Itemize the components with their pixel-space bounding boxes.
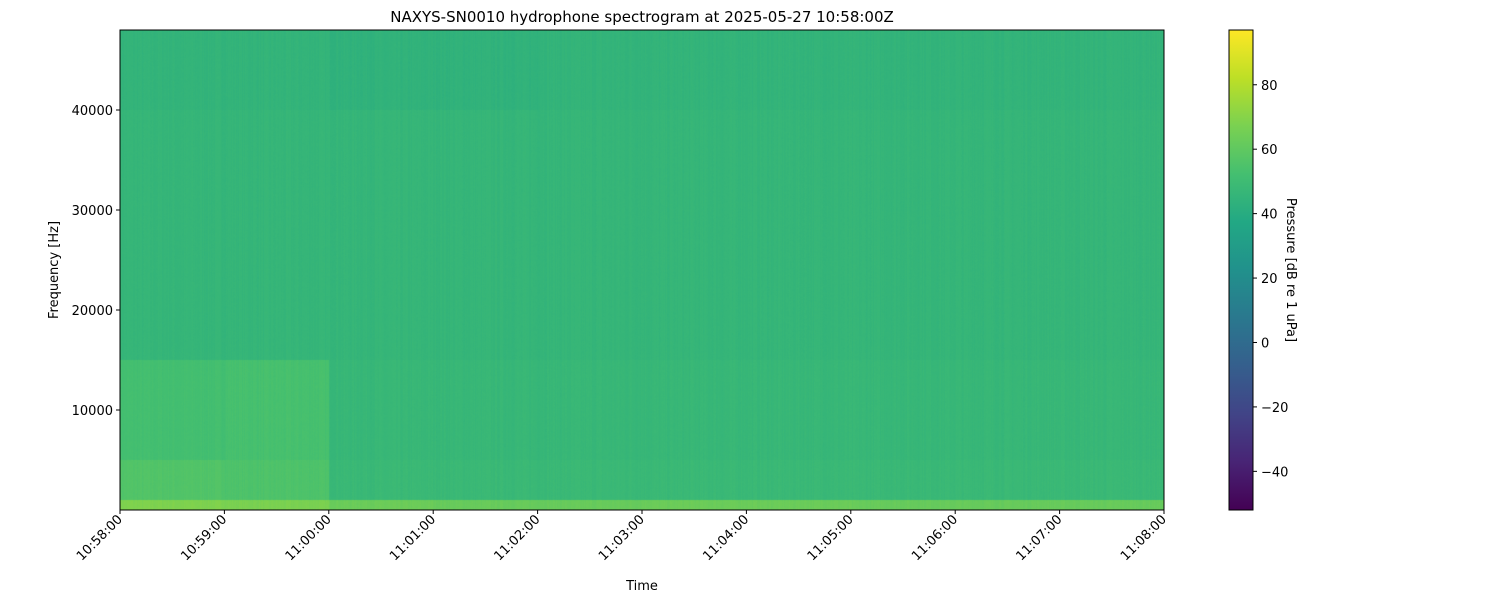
y-tick-label: 30000 <box>72 204 113 219</box>
y-axis-label: Frequency [Hz] <box>47 221 62 319</box>
x-tick-label: 11:04:00 <box>700 512 752 564</box>
x-tick-label: 11:03:00 <box>596 512 648 564</box>
chart-title: NAXYS-SN0010 hydrophone spectrogram at 2… <box>390 8 894 26</box>
spectrogram-heatmap <box>120 30 1164 510</box>
colorbar-tick-label: 0 <box>1261 336 1269 351</box>
y-tick-label: 10000 <box>72 404 113 419</box>
colorbar-tick-label: 20 <box>1261 272 1278 287</box>
y-tick-label: 40000 <box>72 104 113 119</box>
colorbar-tick-label: −40 <box>1261 465 1288 480</box>
colorbar-tick-label: 40 <box>1261 208 1278 223</box>
x-tick-label: 11:08:00 <box>1118 512 1170 564</box>
x-tick-label: 11:01:00 <box>387 512 439 564</box>
plot-frame <box>119 29 1165 511</box>
x-tick-label: 10:59:00 <box>178 512 230 564</box>
colorbar-tick-label: 80 <box>1261 79 1278 94</box>
colorbar-label: Pressure [dB re 1 uPa] <box>1283 198 1298 342</box>
x-axis-label: Time <box>625 579 658 594</box>
colorbar-tick-label: −20 <box>1261 401 1288 416</box>
x-tick-label: 10:58:00 <box>74 512 126 564</box>
y-tick-label: 20000 <box>72 304 113 319</box>
colorbar-tick-label: 60 <box>1261 143 1278 158</box>
x-tick-label: 11:05:00 <box>805 512 857 564</box>
colorbar-frame <box>1228 29 1254 511</box>
x-tick-label: 11:07:00 <box>1014 512 1066 564</box>
colorbar <box>1229 30 1253 510</box>
x-tick-label: 11:06:00 <box>909 512 961 564</box>
x-tick-label: 11:02:00 <box>492 512 544 564</box>
x-tick-label: 11:00:00 <box>283 512 335 564</box>
